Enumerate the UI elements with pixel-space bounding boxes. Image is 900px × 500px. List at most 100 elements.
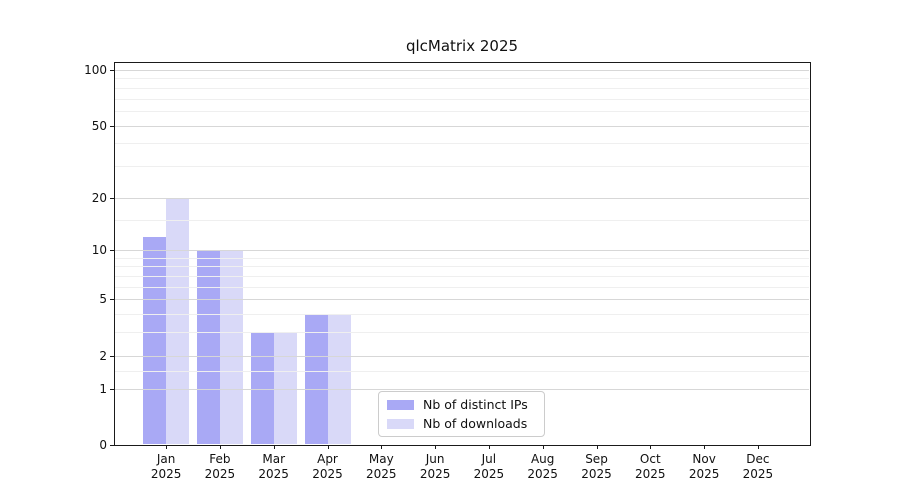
x-tick-month: May: [368, 452, 394, 466]
x-tick-month: Jul: [481, 452, 497, 466]
y-tick-5: [110, 299, 114, 301]
gridline-minor-90: [115, 78, 809, 79]
x-tick-month: Sep: [585, 452, 608, 466]
gridline-major-2: [115, 356, 809, 357]
x-tick-month: Jan: [156, 452, 176, 466]
x-tick-aug: [542, 445, 544, 449]
gridline-minor-7: [115, 276, 809, 277]
x-tick-year: 2025: [581, 467, 612, 481]
y-tick-label-5: 5: [99, 292, 107, 307]
bar-distinct-ips-feb: [196, 250, 220, 444]
legend-item-distinct-ips: Nb of distinct IPs: [387, 397, 536, 412]
y-tick-2: [110, 355, 114, 357]
x-tick-month: Mar: [262, 452, 285, 466]
x-tick-month: Dec: [746, 452, 770, 466]
x-tick-label-jul: Jul 2025: [457, 452, 521, 482]
x-tick-month: Jun: [425, 452, 445, 466]
bar-downloads-mar: [273, 332, 297, 444]
y-tick-1: [110, 388, 114, 390]
x-tick-mar: [273, 445, 275, 449]
x-tick-sep: [596, 445, 598, 449]
y-tick-20: [110, 197, 114, 199]
x-tick-feb: [219, 445, 221, 449]
bar-distinct-ips-jan: [143, 236, 167, 444]
x-tick-month: Aug: [530, 452, 555, 466]
legend-swatch-distinct-ips-icon: [387, 399, 414, 410]
bar-downloads-apr: [327, 314, 351, 444]
gridline-major-50: [115, 126, 809, 127]
gridline-minor-30: [115, 166, 809, 167]
x-tick-year: 2025: [366, 467, 397, 481]
gridline-minor-8: [115, 266, 809, 267]
y-tick-label-2: 2: [99, 348, 107, 363]
x-tick-label-mar: Mar 2025: [242, 452, 306, 482]
x-tick-label-nov: Nov 2025: [672, 452, 736, 482]
gridline-minor-6: [115, 287, 809, 288]
gridline-minor-9: [115, 258, 809, 259]
bar-distinct-ips-apr: [304, 314, 328, 444]
bar-downloads-feb: [219, 250, 243, 444]
gridline-minor-4: [115, 314, 809, 315]
gridline-major-1: [115, 389, 809, 390]
gridline-minor-15: [115, 220, 809, 221]
x-tick-year: 2025: [312, 467, 343, 481]
gridline-major-10: [115, 250, 809, 251]
gridline-major-5: [115, 299, 809, 300]
y-tick-label-0: 0: [99, 438, 107, 452]
x-tick-year: 2025: [742, 467, 774, 481]
x-tick-year: 2025: [473, 467, 505, 481]
x-tick-apr: [327, 445, 329, 449]
x-tick-label-feb: Feb 2025: [188, 452, 252, 482]
gridline-minor-1.5: [115, 371, 809, 372]
x-tick-may: [381, 445, 383, 449]
gridline-minor-40: [115, 143, 809, 144]
x-tick-year: 2025: [419, 467, 451, 481]
x-tick-month: Feb: [209, 452, 231, 466]
gridline-minor-70: [115, 99, 809, 100]
x-tick-label-aug: Aug 2025: [511, 452, 575, 482]
x-tick-year: 2025: [635, 467, 666, 481]
gridline-major-20: [115, 198, 809, 199]
y-tick-label-50: 50: [91, 118, 107, 133]
legend-label-distinct-ips: Nb of distinct IPs: [423, 397, 528, 412]
legend: Nb of distinct IPs Nb of downloads: [378, 391, 545, 437]
x-tick-year: 2025: [527, 467, 558, 481]
gridline-major-100: [115, 70, 809, 71]
y-tick-label-100: 100: [84, 63, 107, 77]
x-tick-label-jan: Jan 2025: [134, 452, 198, 482]
x-tick-year: 2025: [150, 467, 182, 481]
y-tick-10: [110, 250, 114, 252]
legend-swatch-downloads-icon: [387, 418, 414, 429]
x-tick-jan: [166, 445, 168, 449]
x-tick-dec: [757, 445, 759, 449]
x-tick-month: Nov: [692, 452, 716, 466]
y-tick-50: [110, 125, 114, 127]
x-tick-label-dec: Dec 2025: [726, 452, 790, 482]
legend-label-downloads: Nb of downloads: [423, 416, 528, 431]
x-tick-year: 2025: [204, 467, 236, 481]
gridline-minor-3: [115, 332, 809, 333]
x-tick-oct: [650, 445, 652, 449]
y-tick-0: [110, 445, 114, 446]
y-tick-label-10: 10: [91, 243, 107, 258]
x-tick-jul: [488, 445, 490, 449]
x-tick-label-apr: Apr 2025: [296, 452, 360, 482]
x-tick-label-jun: Jun 2025: [403, 452, 467, 482]
x-tick-year: 2025: [688, 467, 720, 481]
legend-item-downloads: Nb of downloads: [387, 416, 536, 431]
x-tick-month: Apr: [317, 452, 338, 466]
x-tick-label-oct: Oct 2025: [618, 452, 682, 482]
bar-distinct-ips-mar: [250, 332, 274, 444]
gridline-minor-80: [115, 88, 809, 89]
x-tick-label-may: May 2025: [349, 452, 413, 482]
x-tick-label-sep: Sep 2025: [565, 452, 629, 482]
y-tick-label-20: 20: [91, 190, 107, 205]
y-tick-label-1: 1: [99, 381, 107, 396]
chart-title: qlcMatrix 2025: [405, 37, 519, 55]
x-tick-month: Oct: [639, 452, 661, 466]
